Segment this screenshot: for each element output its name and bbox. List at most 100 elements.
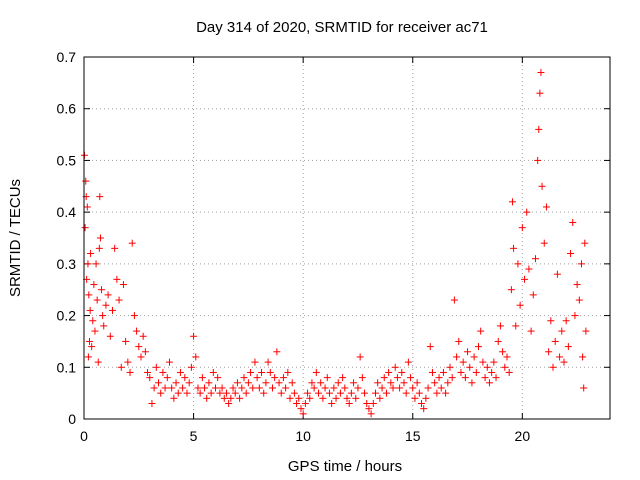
- data-point: [323, 374, 331, 382]
- data-point: [238, 384, 246, 392]
- data-point: [376, 394, 384, 402]
- data-point: [185, 379, 193, 387]
- data-point: [371, 389, 379, 397]
- data-point: [82, 177, 90, 185]
- data-point: [106, 332, 114, 340]
- data-point: [426, 343, 434, 351]
- data-point: [133, 327, 141, 335]
- data-point: [562, 317, 570, 325]
- data-point: [117, 363, 125, 371]
- data-point: [225, 399, 233, 407]
- data-point: [477, 327, 485, 335]
- data-point: [198, 374, 206, 382]
- data-point: [523, 208, 531, 216]
- x-tick-label: 15: [405, 428, 421, 444]
- data-point: [104, 291, 112, 299]
- data-point: [547, 317, 555, 325]
- data-point: [216, 389, 224, 397]
- data-point: [306, 394, 314, 402]
- data-point: [556, 353, 564, 361]
- data-point: [85, 291, 93, 299]
- data-point: [549, 363, 557, 371]
- data-point: [236, 394, 244, 402]
- data-point: [459, 358, 467, 366]
- data-point: [558, 327, 566, 335]
- data-point: [374, 379, 382, 387]
- data-point: [361, 389, 369, 397]
- data-point: [87, 250, 95, 258]
- data-point: [115, 296, 123, 304]
- data-point: [453, 353, 461, 361]
- data-point: [299, 410, 307, 418]
- data-point: [461, 374, 469, 382]
- data-point: [525, 265, 533, 273]
- chart-title: Day 314 of 2020, SRMTID for receiver ac7…: [196, 19, 488, 36]
- data-point: [100, 322, 108, 330]
- data-point: [330, 384, 338, 392]
- data-point: [146, 374, 154, 382]
- data-point: [277, 389, 285, 397]
- data-point: [407, 374, 415, 382]
- data-point: [141, 348, 149, 356]
- data-point: [218, 384, 226, 392]
- data-point: [308, 379, 316, 387]
- y-tick-label: 0: [68, 411, 76, 427]
- data-point: [161, 384, 169, 392]
- y-tick-label: 0.7: [57, 49, 77, 65]
- data-point: [183, 389, 191, 397]
- data-point: [94, 358, 102, 366]
- data-point: [567, 250, 575, 258]
- data-point: [391, 363, 399, 371]
- data-point: [81, 224, 89, 232]
- data-point: [492, 374, 500, 382]
- data-point: [418, 399, 426, 407]
- data-point: [279, 374, 287, 382]
- y-axis-label: SRMTID / TECUs: [7, 179, 24, 297]
- data-point: [96, 234, 104, 242]
- data-point: [481, 374, 489, 382]
- data-point: [560, 358, 568, 366]
- data-point: [358, 374, 366, 382]
- data-point: [464, 348, 472, 356]
- data-point: [564, 343, 572, 351]
- data-point: [350, 379, 358, 387]
- data-point: [501, 363, 509, 371]
- data-point: [258, 368, 266, 376]
- data-point: [483, 363, 491, 371]
- data-point: [369, 399, 377, 407]
- x-axis-label: GPS time / hours: [288, 458, 402, 475]
- y-tick-label: 0.6: [57, 101, 77, 117]
- grid-lines: [84, 57, 610, 419]
- y-tick-label: 0.1: [57, 359, 77, 375]
- data-point: [99, 312, 107, 320]
- data-point: [150, 384, 158, 392]
- data-point: [499, 348, 507, 356]
- data-point: [503, 353, 511, 361]
- data-point: [582, 327, 590, 335]
- data-point: [534, 156, 542, 164]
- data-point: [475, 343, 482, 351]
- data-point: [207, 389, 215, 397]
- data-point: [363, 399, 371, 407]
- data-point: [95, 244, 103, 252]
- data-point: [485, 379, 493, 387]
- data-point: [479, 358, 487, 366]
- data-point: [84, 353, 92, 361]
- data-point: [393, 374, 401, 382]
- data-point: [573, 281, 581, 289]
- data-point: [321, 384, 329, 392]
- data-point: [260, 389, 268, 397]
- data-point: [404, 358, 412, 366]
- data-point: [88, 343, 96, 351]
- data-point: [310, 384, 318, 392]
- data-point: [411, 394, 419, 402]
- data-point: [336, 389, 344, 397]
- data-point: [437, 384, 445, 392]
- data-point: [266, 368, 274, 376]
- data-point: [90, 281, 98, 289]
- data-point: [209, 368, 217, 376]
- data-point: [83, 203, 91, 211]
- data-point: [490, 358, 498, 366]
- data-point: [214, 374, 222, 382]
- data-point: [271, 374, 279, 382]
